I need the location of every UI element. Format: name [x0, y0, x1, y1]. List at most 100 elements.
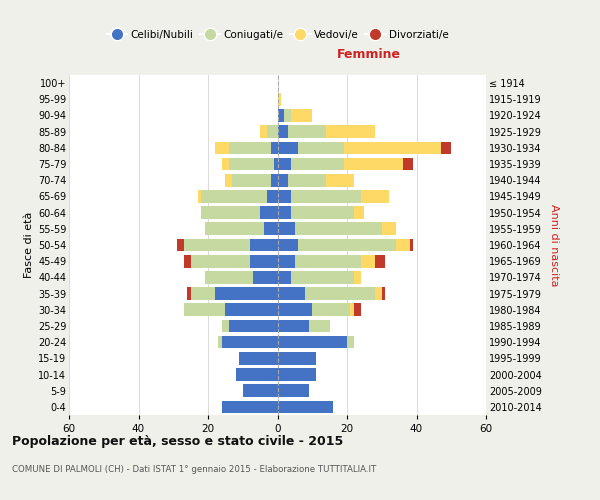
Bar [201, 206, 277, 219]
Bar [215, 142, 277, 154]
Bar [277, 368, 316, 381]
Bar [239, 352, 277, 364]
Bar [277, 352, 316, 364]
Bar [277, 368, 316, 381]
Bar [239, 352, 277, 364]
Bar [205, 222, 277, 235]
Bar [205, 271, 277, 283]
Bar [277, 304, 361, 316]
Bar [277, 400, 333, 413]
Bar [277, 400, 333, 413]
Bar [222, 158, 277, 170]
Bar [263, 222, 277, 235]
Bar [191, 288, 277, 300]
Bar [184, 255, 277, 268]
Bar [277, 126, 375, 138]
Bar [177, 238, 277, 252]
Bar [215, 288, 277, 300]
Bar [236, 368, 277, 381]
Bar [222, 320, 277, 332]
Bar [236, 368, 277, 381]
Bar [277, 206, 364, 219]
Bar [222, 400, 277, 413]
Bar [277, 109, 284, 122]
Bar [187, 288, 277, 300]
Bar [277, 190, 292, 202]
Bar [277, 271, 354, 283]
Bar [222, 320, 277, 332]
Bar [277, 238, 413, 252]
Bar [277, 158, 403, 170]
Bar [184, 304, 277, 316]
Bar [243, 384, 277, 397]
Bar [277, 206, 292, 219]
Bar [184, 304, 277, 316]
Bar [226, 174, 277, 186]
Bar [201, 206, 277, 219]
Bar [232, 174, 277, 186]
Bar [277, 336, 354, 348]
Bar [267, 126, 277, 138]
Bar [277, 142, 441, 154]
Bar [277, 384, 309, 397]
Bar [277, 222, 395, 235]
Bar [267, 190, 277, 202]
Bar [277, 336, 347, 348]
Bar [205, 222, 277, 235]
Bar [184, 304, 277, 316]
Bar [222, 336, 277, 348]
Bar [277, 271, 361, 283]
Bar [222, 400, 277, 413]
Bar [277, 109, 292, 122]
Bar [277, 238, 395, 252]
Bar [260, 126, 277, 138]
Bar [277, 142, 344, 154]
Bar [236, 368, 277, 381]
Y-axis label: Anni di nascita: Anni di nascita [548, 204, 559, 286]
Bar [226, 174, 277, 186]
Bar [277, 384, 309, 397]
Bar [239, 352, 277, 364]
Bar [222, 320, 277, 332]
Bar [277, 190, 389, 202]
Bar [277, 238, 298, 252]
Bar [222, 400, 277, 413]
Bar [277, 93, 281, 106]
Bar [253, 271, 277, 283]
Bar [222, 158, 277, 170]
Bar [277, 174, 354, 186]
Bar [277, 400, 333, 413]
Bar [277, 352, 316, 364]
Bar [277, 174, 326, 186]
Bar [277, 109, 312, 122]
Bar [277, 336, 354, 348]
Bar [222, 400, 277, 413]
Bar [229, 142, 277, 154]
Bar [277, 190, 361, 202]
Bar [229, 320, 277, 332]
Bar [277, 304, 350, 316]
Bar [277, 255, 385, 268]
Bar [277, 142, 298, 154]
Bar [277, 158, 413, 170]
Bar [243, 384, 277, 397]
Bar [277, 400, 333, 413]
Bar [277, 238, 410, 252]
Bar [201, 190, 277, 202]
Bar [260, 206, 277, 219]
Bar [184, 238, 277, 252]
Bar [191, 255, 277, 268]
Bar [277, 206, 364, 219]
Bar [243, 384, 277, 397]
Bar [277, 384, 309, 397]
Bar [215, 142, 277, 154]
Bar [184, 238, 277, 252]
Bar [197, 190, 277, 202]
Bar [277, 320, 329, 332]
Bar [197, 190, 277, 202]
Text: Popolazione per età, sesso e stato civile - 2015: Popolazione per età, sesso e stato civil… [12, 435, 343, 448]
Bar [271, 142, 277, 154]
Bar [277, 255, 361, 268]
Bar [229, 158, 277, 170]
Bar [239, 352, 277, 364]
